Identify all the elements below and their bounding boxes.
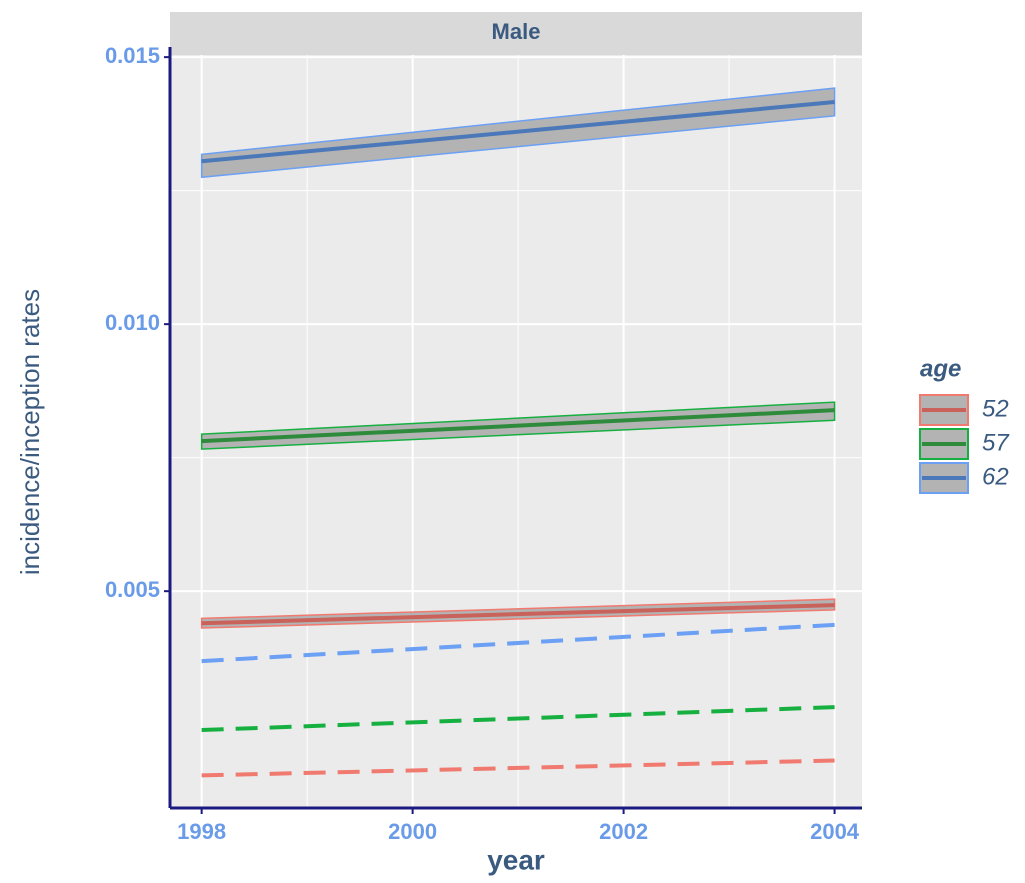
- panel-title: Male: [492, 19, 541, 44]
- line: [201, 100, 835, 164]
- legend-title: age: [920, 355, 961, 382]
- marks: [200, 87, 836, 778]
- x-tick-label: 1998: [177, 819, 226, 844]
- legend-label: 57: [982, 429, 1010, 456]
- line: [201, 603, 835, 626]
- y-tick-label: 0.015: [105, 43, 160, 68]
- legend-label: 52: [982, 395, 1009, 422]
- strip: [170, 12, 862, 55]
- dashed-line: [201, 705, 835, 733]
- y-tick-label: 0.005: [105, 577, 160, 602]
- x-tick-label: 2002: [599, 819, 648, 844]
- legend-label: 62: [982, 463, 1009, 490]
- y-axis-title: incidence/inception rates: [15, 289, 45, 575]
- grid: [170, 55, 862, 808]
- line: [201, 408, 835, 444]
- dashed-line: [201, 758, 835, 778]
- y-tick-label: 0.010: [105, 310, 160, 335]
- x-tick-label: 2004: [810, 819, 860, 844]
- x-tick-label: 2000: [388, 819, 437, 844]
- x-axis-title: year: [487, 844, 545, 875]
- axes: 0.005 0.010 0.015 1998 2000 2002 2004: [105, 43, 862, 844]
- dashed-line: [201, 622, 835, 664]
